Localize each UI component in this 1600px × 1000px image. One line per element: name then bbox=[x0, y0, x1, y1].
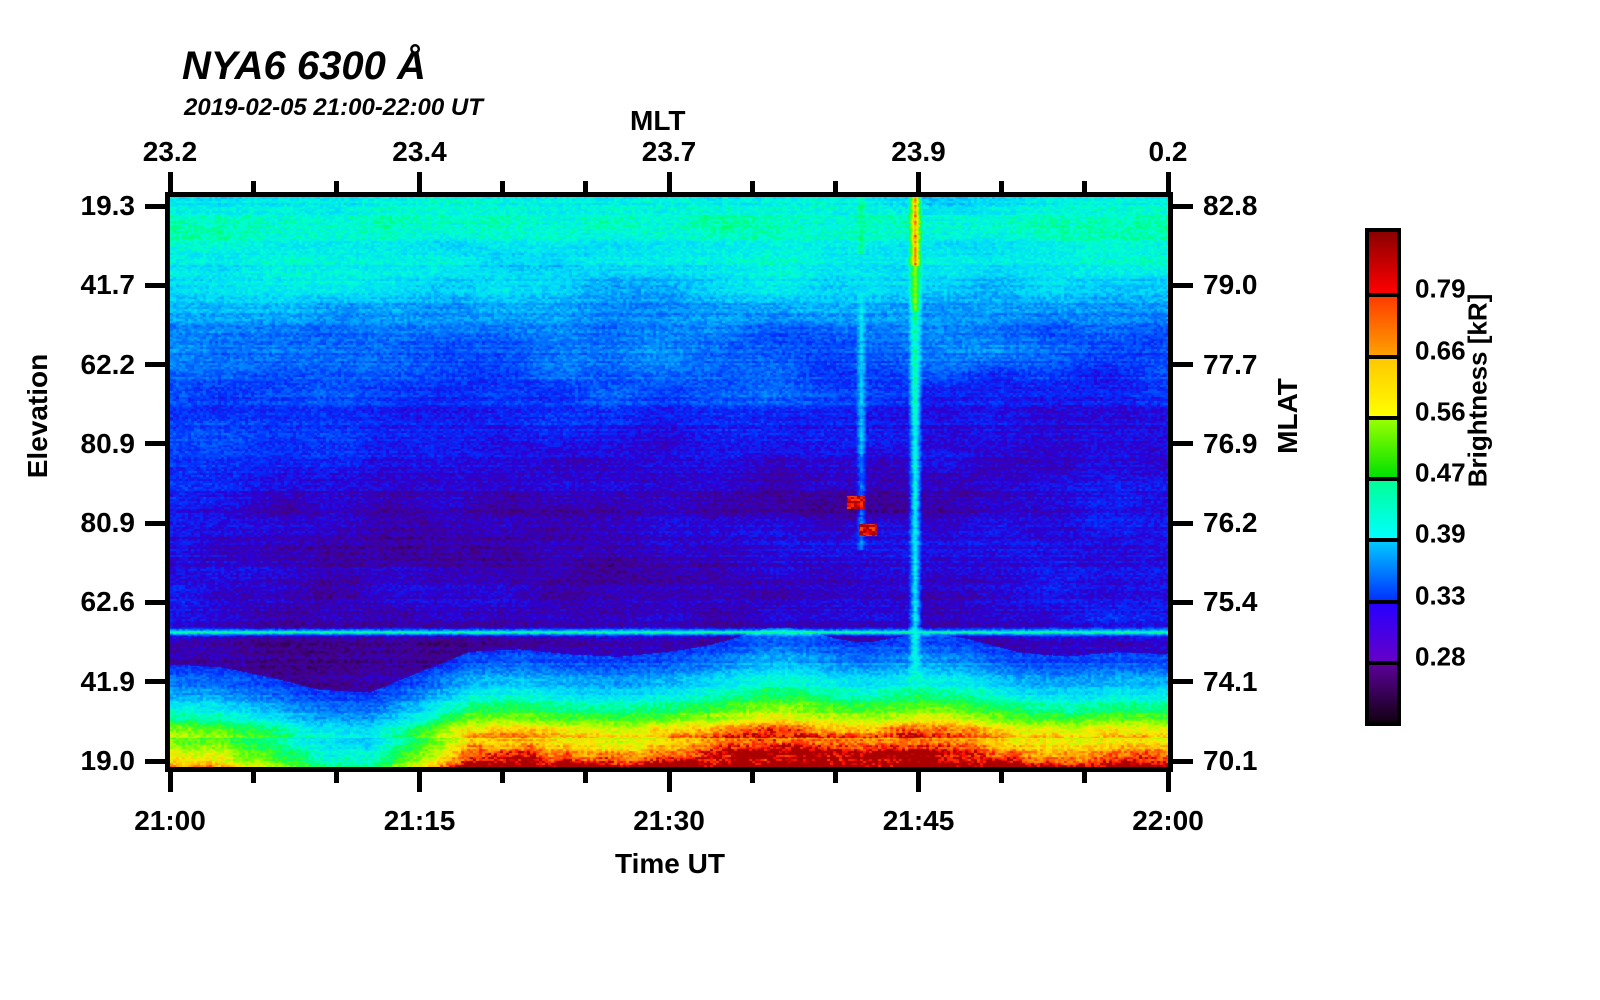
elevation-tick-label: 19.3 bbox=[80, 190, 136, 221]
mlat-tick-label: 82.8 bbox=[1203, 190, 1258, 221]
time-tick-label: 21:45 bbox=[882, 805, 955, 836]
page-subtitle: 2019-02-05 21:00-22:00 UT bbox=[184, 94, 483, 121]
y-tick-major-left bbox=[145, 599, 165, 605]
colorbar-segment bbox=[1369, 599, 1397, 661]
y-tick-major-left bbox=[145, 520, 165, 526]
colorbar bbox=[1365, 228, 1401, 726]
elevation-tick-label: 62.6 bbox=[80, 586, 136, 618]
x-tick-minor-bottom bbox=[832, 772, 838, 783]
x-axis-title: Time UT bbox=[615, 848, 725, 879]
x-tick-major-bottom bbox=[417, 772, 422, 792]
x-tick-minor-top bbox=[999, 181, 1005, 192]
mlat-tick-label: 77.7 bbox=[1203, 348, 1258, 380]
x-tick-major-top bbox=[666, 172, 672, 192]
y-tick-major-left bbox=[145, 758, 165, 764]
x-tick-major-top bbox=[916, 172, 921, 192]
x-tick-minor-top bbox=[832, 181, 838, 192]
x-tick-minor-bottom bbox=[583, 772, 589, 783]
y-axis-title-right: MLAT bbox=[1272, 378, 1303, 454]
y-tick-major-right bbox=[1173, 679, 1193, 685]
keogram-heatmap bbox=[170, 197, 1168, 767]
mlt-axis-title: MLT bbox=[630, 105, 686, 136]
mlt-tick-label: 23.2 bbox=[142, 136, 198, 167]
colorbar-segment bbox=[1369, 415, 1397, 477]
y-tick-major-left bbox=[145, 441, 165, 447]
y-tick-major-right bbox=[1173, 758, 1193, 764]
colorbar-segment bbox=[1369, 232, 1397, 294]
colorbar-tick-label: 0.56 bbox=[1415, 396, 1466, 427]
x-tick-minor-bottom bbox=[749, 772, 755, 783]
mlat-tick-label: 79.0 bbox=[1203, 269, 1258, 301]
time-tick-label: 21:15 bbox=[383, 805, 456, 836]
mlat-tick-label: 76.9 bbox=[1203, 427, 1258, 459]
mlt-tick-label: 23.7 bbox=[641, 136, 697, 167]
y-tick-major-right bbox=[1173, 520, 1193, 526]
y-tick-major-right bbox=[1173, 203, 1193, 209]
mlat-tick-label: 70.1 bbox=[1203, 745, 1258, 776]
mlt-tick-label: 23.9 bbox=[891, 136, 946, 167]
x-tick-major-bottom bbox=[666, 772, 672, 792]
x-tick-minor-bottom bbox=[1082, 772, 1088, 783]
colorbar-segment bbox=[1369, 660, 1397, 722]
colorbar-title: Brightness [kR] bbox=[1462, 293, 1493, 488]
mlat-tick-label: 76.2 bbox=[1203, 507, 1258, 539]
elevation-tick-label: 62.2 bbox=[80, 348, 136, 380]
mlt-tick-label: 0.2 bbox=[1148, 136, 1188, 167]
x-tick-major-top bbox=[417, 172, 422, 192]
colorbar-segment bbox=[1369, 354, 1397, 416]
y-tick-major-right bbox=[1173, 282, 1193, 288]
axis-line-bottom bbox=[165, 767, 1173, 772]
x-tick-minor-bottom bbox=[999, 772, 1005, 783]
colorbar-segment bbox=[1369, 293, 1397, 355]
colorbar-segment bbox=[1369, 538, 1397, 600]
colorbar-tick-label: 0.39 bbox=[1415, 518, 1466, 549]
x-tick-major-bottom bbox=[1165, 772, 1171, 792]
x-tick-minor-top bbox=[250, 181, 256, 192]
axis-line-left bbox=[165, 192, 170, 772]
y-tick-major-left bbox=[145, 679, 165, 685]
colorbar-tick-label: 0.66 bbox=[1415, 335, 1466, 365]
colorbar-tick-label: 0.28 bbox=[1415, 641, 1466, 672]
x-tick-minor-top bbox=[500, 181, 506, 192]
mlat-tick-label: 74.1 bbox=[1203, 665, 1258, 697]
x-tick-minor-bottom bbox=[333, 772, 339, 783]
y-axis-title-left: Elevation bbox=[22, 353, 53, 479]
colorbar-tick-label: 0.33 bbox=[1415, 580, 1466, 610]
x-tick-minor-top bbox=[749, 181, 755, 192]
elevation-tick-label: 41.7 bbox=[80, 269, 136, 301]
y-tick-major-left bbox=[145, 362, 165, 368]
colorbar-tick-label: 0.79 bbox=[1415, 273, 1466, 304]
y-tick-major-left bbox=[145, 282, 165, 288]
x-tick-major-top bbox=[167, 172, 173, 192]
time-tick-label: 21:00 bbox=[134, 805, 206, 836]
time-tick-label: 22:00 bbox=[1132, 805, 1204, 836]
elevation-tick-label: 80.9 bbox=[80, 507, 136, 539]
y-tick-major-right bbox=[1173, 441, 1193, 447]
y-tick-major-right bbox=[1173, 599, 1193, 605]
x-tick-minor-bottom bbox=[250, 772, 256, 783]
axis-line-top bbox=[165, 192, 1173, 197]
x-tick-minor-top bbox=[583, 181, 589, 192]
x-tick-minor-top bbox=[333, 181, 339, 192]
elevation-tick-label: 80.9 bbox=[80, 427, 136, 459]
x-tick-minor-bottom bbox=[500, 772, 506, 783]
y-tick-major-left bbox=[145, 203, 165, 209]
mlat-tick-label: 75.4 bbox=[1203, 586, 1258, 618]
x-tick-minor-top bbox=[1082, 181, 1088, 192]
mlt-tick-label: 23.4 bbox=[392, 136, 447, 167]
x-tick-major-bottom bbox=[916, 772, 921, 792]
x-tick-major-bottom bbox=[167, 772, 173, 792]
colorbar-segment bbox=[1369, 477, 1397, 539]
keogram-plot-area bbox=[170, 197, 1168, 767]
colorbar-tick-label: 0.47 bbox=[1415, 457, 1466, 488]
elevation-tick-label: 19.0 bbox=[80, 745, 136, 776]
x-tick-major-top bbox=[1165, 172, 1171, 192]
time-tick-label: 21:30 bbox=[633, 805, 705, 836]
elevation-tick-label: 41.9 bbox=[80, 665, 136, 697]
y-tick-major-right bbox=[1173, 362, 1193, 368]
axis-line-right bbox=[1168, 192, 1173, 772]
page-title: NYA6 6300 Å bbox=[182, 44, 426, 88]
